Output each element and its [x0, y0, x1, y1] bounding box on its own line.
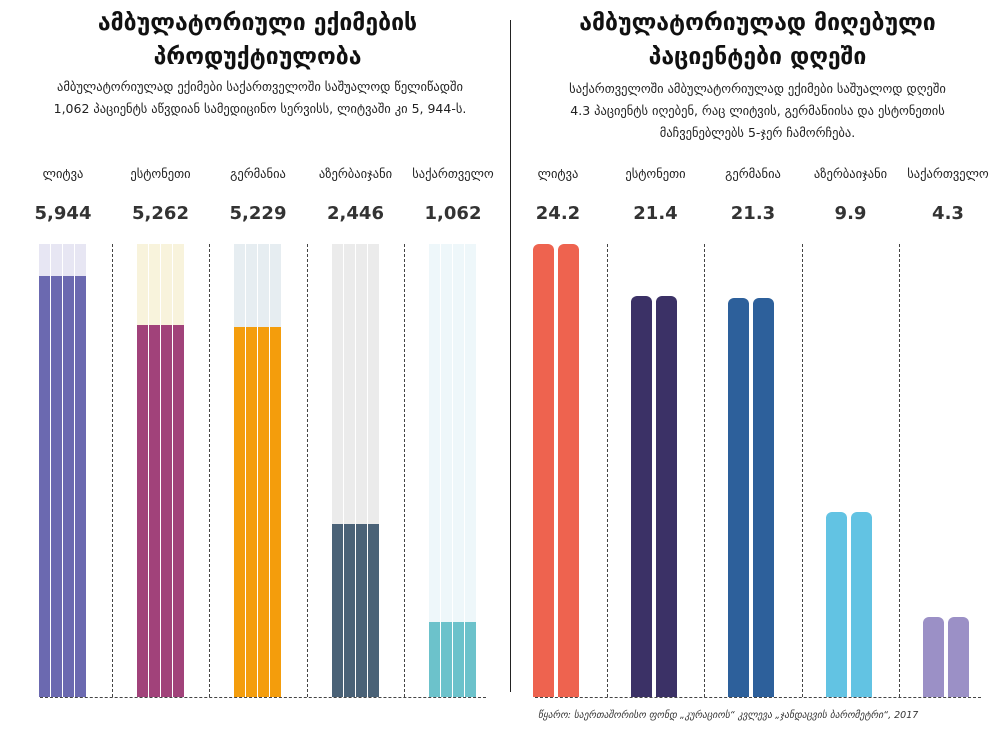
bar [753, 298, 774, 697]
bar-gap [62, 244, 63, 697]
right-chart-subtitle: საქართველოში ამბულატორიულად ექიმები საშუ… [515, 78, 1000, 144]
bar [558, 244, 579, 697]
value-label: 5,262 [132, 203, 189, 224]
bar-segment [367, 523, 379, 697]
column-separator [606, 244, 608, 697]
bar-segment [172, 324, 184, 697]
bar-segment [453, 621, 464, 697]
bar [948, 616, 969, 697]
bar-gap [257, 244, 258, 697]
column-separator [209, 244, 210, 697]
category-label: ლიტვა [42, 166, 84, 181]
value-label: 5,229 [229, 203, 287, 224]
baseline [535, 697, 981, 698]
bar-segment [246, 326, 257, 697]
right-subtitle-line: 4.3 პაციენტს იღებენ, რაც ლიტვის, გერმანი… [570, 103, 945, 118]
bar-gap [171, 244, 173, 697]
center-divider [510, 20, 511, 692]
category-label: საქართველო [907, 166, 989, 181]
category-label: საქართველო [412, 166, 494, 181]
bar-segment [343, 523, 355, 697]
value-label: 5,944 [34, 203, 92, 224]
bar-segment [355, 523, 367, 697]
bar [728, 298, 749, 697]
left-chart-title: ამბულატორიული ექიმების პროდუქტიულობა [97, 10, 418, 70]
bar-segment [441, 621, 452, 697]
category-label: ესტონეთი [130, 166, 191, 181]
bar-segment [63, 276, 74, 697]
bar [825, 511, 847, 697]
value-label: 9.9 [834, 203, 867, 224]
bar-segment [160, 324, 172, 697]
column-separator [404, 244, 405, 697]
bar-gap [366, 244, 368, 697]
bar-gap [452, 244, 453, 697]
bar-segment [234, 326, 245, 697]
bar [923, 616, 944, 697]
category-label: აზერბაიჯანი [813, 166, 888, 181]
source-note: წყარო: საერთაშორისო ფონდ „კურაციოს“ კვლე… [538, 710, 919, 721]
bar-segment [331, 523, 343, 697]
bar-gap [269, 244, 270, 697]
bar-segment [258, 326, 269, 697]
bar-gap [147, 244, 149, 697]
bar-segment [270, 326, 281, 697]
value-label: 2,446 [327, 203, 384, 224]
category-label: აზერბაიჯანი [318, 166, 393, 181]
bar-segment [429, 621, 440, 697]
bar-segment [75, 276, 86, 697]
value-label: 24.2 [535, 203, 581, 224]
bar-gap [342, 244, 344, 697]
baseline [40, 697, 486, 698]
column-separator [111, 244, 113, 697]
category-label: გერმანია [230, 166, 286, 181]
value-label: 21.4 [633, 203, 678, 224]
bar-segment [148, 324, 160, 697]
bar-gap [354, 244, 356, 697]
column-separator [704, 244, 705, 697]
value-label: 21.3 [730, 203, 776, 224]
left-subtitle-line: ამბულატორიულად ექიმები საქართველოში საშუ… [57, 79, 463, 94]
right-chart-title: ამბულატორიულად მიღებული პაციენტები დღეში [579, 10, 936, 70]
value-label: 1,062 [424, 203, 482, 224]
category-label: გერმანია [725, 166, 781, 181]
bar-segment [39, 276, 50, 697]
category-label: ესტონეთი [625, 166, 686, 181]
category-label: ლიტვა [537, 166, 579, 181]
bar-segment [465, 621, 476, 697]
bar-segment [51, 276, 62, 697]
bar-gap [464, 244, 465, 697]
value-label: 4.3 [932, 203, 964, 224]
bar [533, 244, 554, 697]
column-separator [899, 244, 900, 697]
bar-segment [136, 324, 148, 697]
column-separator [306, 244, 308, 697]
column-separator [801, 244, 803, 697]
bar-gap [159, 244, 161, 697]
left-chart-subtitle: ამბულატორიულად ექიმები საქართველოში საშუ… [15, 76, 505, 120]
left-subtitle-line: 1,062 პაციენტს აწვდიან სამედიცინო სერვის… [53, 101, 467, 116]
bar-gap [50, 244, 51, 697]
bar [655, 296, 677, 697]
bar [630, 296, 652, 697]
bar-gap [440, 244, 441, 697]
bar [850, 511, 872, 697]
bar-gap [245, 244, 246, 697]
right-subtitle-line: მაჩვენებლებს 5-ჯერ ჩამორჩება. [659, 125, 856, 140]
right-subtitle-line: საქართველოში ამბულატორიულად ექიმები საშუ… [569, 81, 946, 96]
bar-gap [74, 244, 75, 697]
